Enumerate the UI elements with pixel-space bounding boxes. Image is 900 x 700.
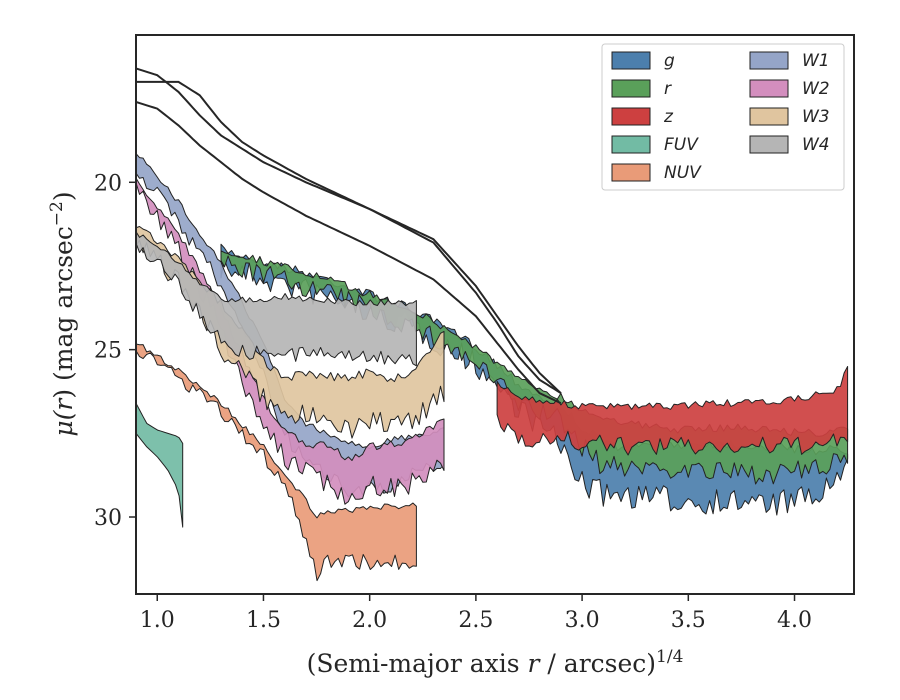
x-tick-label: 2.0 — [352, 608, 387, 633]
x-axis: 1.0 1.5 2.0 2.5 3.0 3.5 4.0 — [140, 594, 812, 633]
y-axis-label: μ(r) (mag arcsec−2) — [47, 191, 78, 436]
x-tick-label: 1.5 — [246, 608, 281, 633]
x-tick-label: 4.0 — [777, 608, 812, 633]
legend-label-nuv: NUV — [664, 163, 702, 183]
plot-frame — [135, 34, 855, 595]
legend-swatch-w3 — [749, 107, 789, 126]
legend-swatch-g — [611, 51, 651, 70]
legend-label-w3: W3 — [802, 107, 830, 127]
legend-swatch-w4 — [749, 135, 789, 154]
legend-swatch-w2 — [749, 79, 789, 98]
band-fuv — [136, 402, 184, 528]
y-tick-label: 20 — [94, 171, 122, 196]
y-axis: 20 25 30 — [94, 171, 136, 531]
profile-line-2 — [136, 80, 562, 395]
band-nuv — [136, 343, 417, 582]
legend-swatch-fuv — [611, 135, 651, 154]
legend-label-w2: W2 — [802, 79, 830, 99]
x-tick-label: 3.0 — [565, 608, 600, 633]
band-z — [496, 366, 849, 456]
legend-swatch-r — [611, 79, 651, 98]
legend-swatch-z — [611, 107, 651, 126]
legend-swatch-nuv — [611, 163, 651, 182]
legend-label-w4: W4 — [802, 135, 830, 155]
y-tick-label: 30 — [94, 506, 122, 531]
legend-label-w1: W1 — [802, 51, 830, 71]
profile-lines-layer — [136, 67, 562, 405]
x-tick-label: 3.5 — [671, 608, 706, 633]
legend-label-r: r — [664, 79, 672, 99]
legend-label-z: z — [663, 107, 674, 127]
legend-label-fuv: FUV — [664, 135, 699, 155]
legend-label-g: g — [664, 51, 675, 71]
legend: grz FUV NUV W1 W2 W3 W4 — [601, 43, 845, 191]
x-tick-label: 1.0 — [140, 608, 175, 633]
x-tick-label: 2.5 — [458, 608, 493, 633]
x-axis-label: (Semi-major axis r / arcsec)1/4 — [307, 647, 684, 678]
bands-layer — [136, 153, 849, 582]
y-tick-label: 25 — [94, 339, 122, 364]
legend-swatch-w1 — [749, 51, 789, 70]
profile-line-3 — [136, 100, 562, 405]
band-w4 — [136, 231, 417, 367]
